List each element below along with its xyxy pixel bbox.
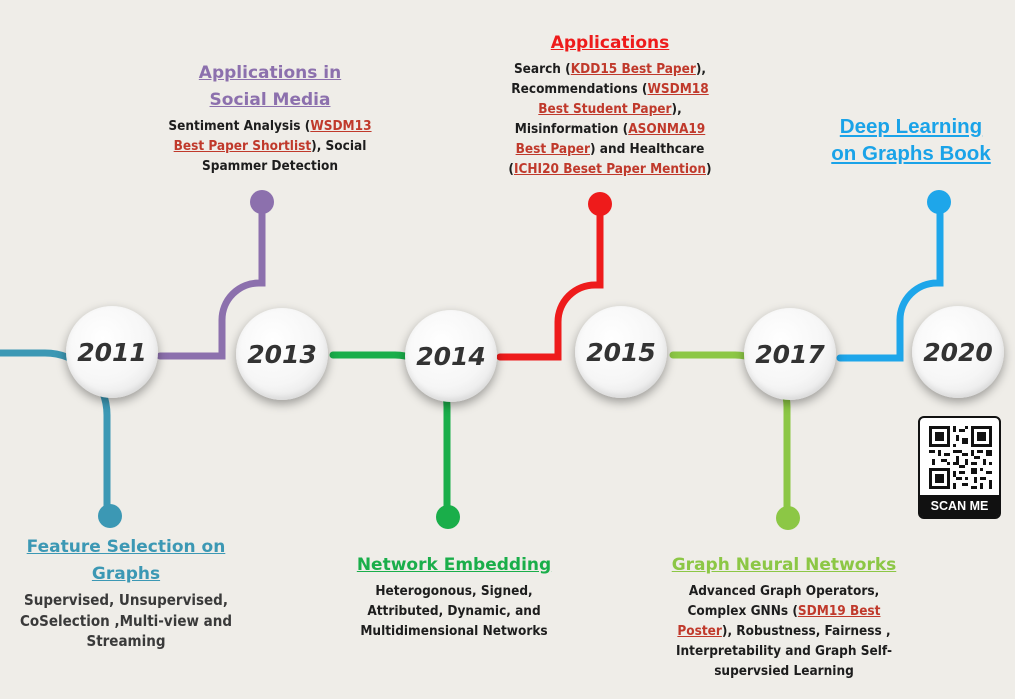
connector-2013 (156, 201, 266, 360)
best-paper-shortlist-link[interactable]: Best Paper Shortlist (173, 138, 312, 154)
dot-2015 (588, 192, 612, 216)
best-paper-link[interactable]: Best Paper (515, 141, 591, 157)
network-embedding-line-3: Multidimensional Networks (360, 623, 548, 639)
dot-2013 (250, 190, 274, 214)
network-embedding-line-1: Heterogonous, Signed, (375, 583, 533, 599)
social-media-line-3: Spammer Detection (202, 158, 338, 174)
year-2020: 2020 (912, 306, 1004, 398)
year-2017: 2017 (744, 308, 836, 400)
feature-selection-block: Feature Selection on Graphs Supervised, … (10, 534, 242, 652)
feature-selection-title-2[interactable]: Graphs (91, 564, 161, 584)
wsdm18-link[interactable]: WSDM18 (647, 81, 709, 97)
qr-code[interactable]: SCAN ME (918, 416, 1001, 519)
network-embedding-block: Network Embedding Heterogonous, Signed, … (340, 552, 568, 641)
gnn-line-2: Complex GNNs (SDM19 Best (687, 603, 881, 619)
poster-link[interactable]: Poster (677, 623, 722, 639)
best-student-paper-link[interactable]: Best Student Paper (538, 101, 672, 117)
ichi20-link[interactable]: ICHI20 Beset Paper Mention (513, 161, 707, 177)
social-media-line-2: Best Paper Shortlist), Social (173, 138, 367, 154)
social-media-block: Applications in Social Media Sentiment A… (155, 60, 385, 176)
feature-selection-title-1[interactable]: Feature Selection on (26, 537, 226, 557)
asonma19-link[interactable]: ASONMA19 (628, 121, 706, 137)
qr-code-icon (929, 426, 992, 489)
gnn-line-3: Poster), Robustness, Fairness , (677, 623, 891, 639)
gnn-line-1: Advanced Graph Operators, (688, 583, 880, 599)
gnn-line-5: supervsied Learning (714, 663, 854, 679)
social-media-title-1[interactable]: Applications in (198, 63, 342, 83)
dot-2020 (927, 190, 951, 214)
network-embedding-line-2: Attributed, Dynamic, and (367, 603, 541, 619)
applications-line-6: (ICHI20 Beset Paper Mention) (508, 161, 712, 177)
gnn-block: Graph Neural Networks Advanced Graph Ope… (664, 552, 904, 681)
dot-2011 (98, 504, 122, 528)
applications-title[interactable]: Applications (550, 33, 670, 53)
gnn-title[interactable]: Graph Neural Networks (671, 555, 897, 575)
feature-selection-line-3: Streaming (86, 632, 166, 650)
dot-2017 (776, 506, 800, 530)
kdd15-link[interactable]: KDD15 Best Paper (570, 61, 696, 77)
feature-selection-line-1: Supervised, Unsupervised, (24, 591, 228, 609)
applications-line-4: Misinformation (ASONMA19 (514, 121, 706, 137)
book-title-2[interactable]: on Graphs Book (831, 142, 991, 165)
applications-block: Applications Search (KDD15 Best Paper), … (490, 30, 730, 179)
year-2015: 2015 (575, 306, 667, 398)
social-media-line-1: Sentiment Analysis (WSDM13 (168, 118, 372, 134)
wsdm13-link[interactable]: WSDM13 (310, 118, 372, 134)
social-media-title-2[interactable]: Social Media (209, 90, 331, 110)
connector-2020 (836, 201, 944, 362)
applications-line-1: Search (KDD15 Best Paper), (513, 61, 707, 77)
sdm19-link[interactable]: SDM19 Best (797, 603, 881, 619)
applications-line-5: Best Paper) and Healthcare (515, 141, 705, 157)
book-block: Deep Learning on Graphs Book (806, 113, 1015, 167)
year-2014: 2014 (405, 310, 497, 402)
connector-2015 (496, 203, 604, 361)
gnn-line-4: Interpretability and Graph Self- (676, 643, 892, 659)
book-title-1[interactable]: Deep Learning (839, 115, 983, 138)
dot-2014 (436, 505, 460, 529)
scan-me-label: SCAN ME (920, 495, 999, 517)
year-2011: 2011 (66, 306, 158, 398)
applications-line-2: Recommendations (WSDM18 (511, 81, 709, 97)
applications-line-3: Best Student Paper), (538, 101, 682, 117)
feature-selection-line-2: CoSelection ,Multi-view and (19, 611, 233, 630)
network-embedding-title[interactable]: Network Embedding (356, 555, 552, 575)
year-2013: 2013 (236, 308, 328, 400)
